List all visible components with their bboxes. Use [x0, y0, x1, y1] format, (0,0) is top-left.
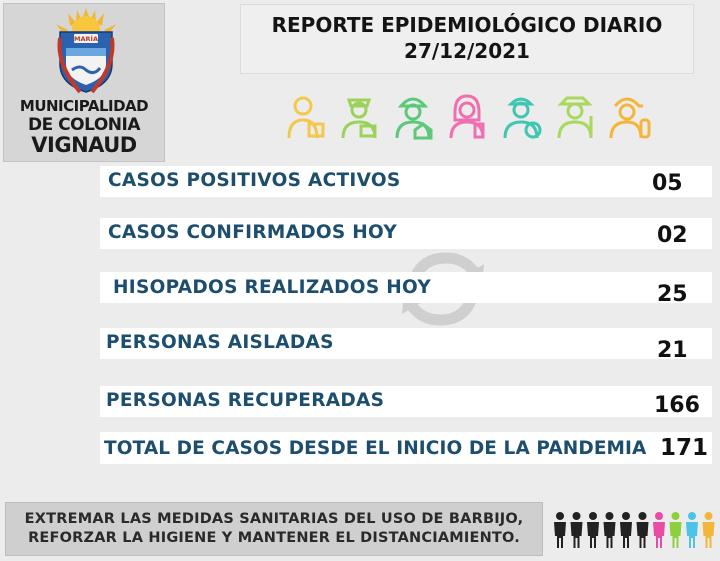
municipality-logo: MARÍA MUNICIPALIDAD DE COLONIA VIGNAUD: [3, 3, 165, 162]
logo-line-municipalidad: MUNICIPALIDAD: [19, 97, 149, 115]
person-figure-icon: [587, 512, 599, 548]
isolated-value: 21: [657, 338, 688, 363]
essential-workers-icons: [283, 92, 663, 142]
stat-row-swabs-today: HISOPADOS REALIZADOS HOY 25: [100, 272, 712, 307]
logo-line-vignaud: VIGNAUD: [31, 133, 137, 157]
swabs-today-value: 25: [657, 282, 688, 307]
report-header: REPORTE EPIDEMIOLÓGICO DIARIO 27/12/2021: [240, 4, 694, 74]
stat-row-active-cases: CASOS POSITIVOS ACTIVOS 05: [100, 166, 712, 197]
swabs-today-label: HISOPADOS REALIZADOS HOY: [113, 277, 432, 298]
person-figure-icon: [653, 512, 665, 548]
person-figure-icon: [620, 512, 632, 548]
recovered-value: 166: [654, 393, 700, 418]
report-title: REPORTE EPIDEMIOLÓGICO DIARIO: [271, 13, 663, 37]
person-figure-icon: [636, 512, 649, 548]
active-cases-label: CASOS POSITIVOS ACTIVOS: [108, 170, 401, 191]
person-figure-icon: [686, 512, 698, 548]
stat-row-confirmed-today: CASOS CONFIRMADOS HOY 02: [100, 218, 712, 249]
doctor-icon: [503, 97, 542, 139]
health-measures-line-2: REFORZAR LA HIGIENE Y MANTENER EL DISTAN…: [28, 530, 520, 546]
farmer-icon: [557, 96, 593, 139]
construction-worker-icon: [395, 97, 433, 140]
logo-line-de-colonia: DE COLONIA: [28, 115, 140, 135]
social-distancing-people-icon: [554, 512, 715, 548]
stat-row-total-cases: TOTAL DE CASOS DESDE EL INICIO DE LA PAN…: [100, 432, 712, 464]
delivery-worker-icon: [287, 96, 325, 139]
isolated-label: PERSONAS AISLADAS: [106, 332, 334, 353]
total-cases-value: 171: [660, 435, 709, 461]
active-cases-value: 05: [652, 171, 683, 196]
recovered-label: PERSONAS RECUPERADAS: [106, 390, 385, 411]
confirmed-today-label: CASOS CONFIRMADOS HOY: [108, 222, 398, 243]
confirmed-today-value: 02: [657, 223, 688, 248]
person-figure-icon: [669, 512, 682, 548]
report-date: 27/12/2021: [404, 39, 530, 63]
stat-row-recovered: PERSONAS RECUPERADAS 166: [100, 386, 712, 418]
person-figure-icon: [570, 512, 583, 548]
ribbon-top-text: MARÍA: [74, 34, 98, 43]
health-measures-line-1: EXTREMAR LAS MEDIDAS SANITARIAS DEL USO …: [24, 511, 524, 527]
person-figure-icon: [554, 512, 566, 548]
person-figure-icon: [702, 512, 715, 548]
person-figure-icon: [603, 512, 616, 548]
health-measures-banner: EXTREMAR LAS MEDIDAS SANITARIAS DEL USO …: [5, 502, 543, 556]
total-cases-label: TOTAL DE CASOS DESDE EL INICIO DE LA PAN…: [104, 438, 647, 459]
firefighter-icon: [609, 97, 651, 139]
coat-of-arms-icon: MARÍA: [56, 8, 116, 94]
nurse-icon: [341, 98, 377, 139]
stat-row-isolated: PERSONAS AISLADAS 21: [100, 328, 712, 363]
pharmacist-icon: [449, 94, 485, 139]
